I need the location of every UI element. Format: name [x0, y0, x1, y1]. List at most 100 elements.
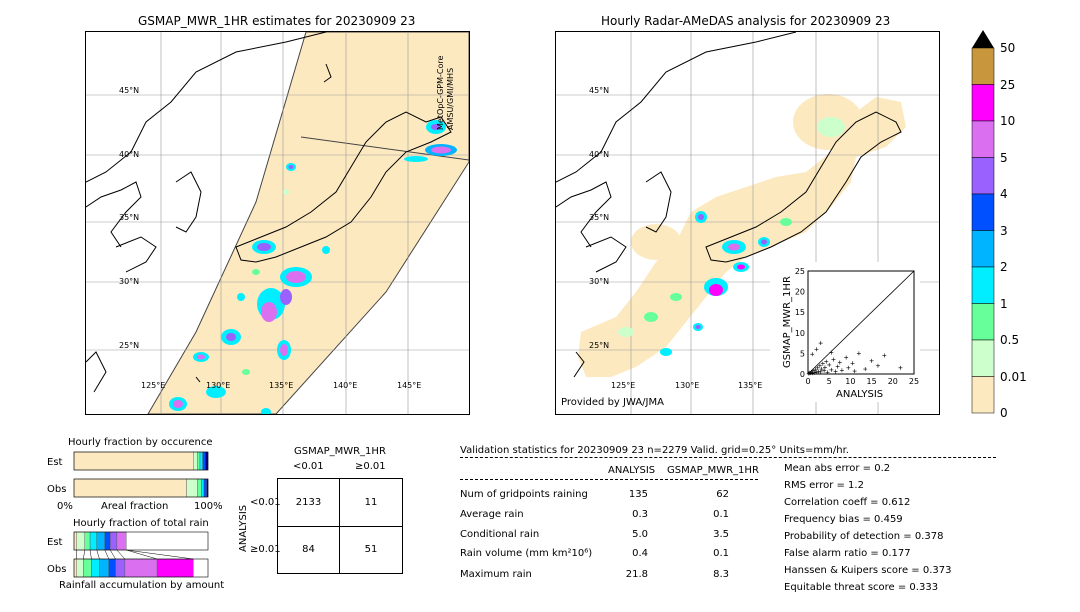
occurrence-bar-segment — [193, 451, 198, 471]
scatter-xtick: 20 — [888, 377, 898, 386]
total-rain-bar-segment — [83, 558, 92, 578]
left-lat-label-25: 25°N — [119, 341, 140, 350]
cont-col-lt: <0.01 — [293, 461, 324, 472]
total-rain-connector — [126, 549, 158, 560]
left-lon-label-140: 140°E — [333, 381, 358, 390]
scatter-point — [882, 353, 887, 358]
cont-cell-00: 2133 — [295, 497, 322, 508]
left-map — [86, 32, 469, 414]
scatter-point — [810, 352, 815, 357]
scatter-ytick: 5 — [800, 349, 805, 358]
right-lat-label-35: 35°N — [589, 213, 610, 222]
total-rain-bar-segment — [76, 531, 85, 551]
total-rain-bar-segment — [156, 558, 194, 578]
colorbar-extend-arrow — [972, 30, 994, 48]
val-row-gsmap: 3.5 — [713, 529, 729, 540]
colorbar-segment — [971, 339, 995, 377]
occurrence-bar-segment — [186, 478, 198, 498]
swath-label-2: AMSU/GMI/MHS — [446, 67, 455, 130]
colorbar-segment — [971, 84, 995, 122]
scatter-point — [812, 370, 817, 375]
colorbar-segment — [971, 157, 995, 195]
scatter-ytick: 20 — [795, 288, 805, 297]
right-lat-label-30: 30°N — [589, 277, 610, 286]
occurrence-bar-segment — [197, 478, 202, 498]
colorbar-segment — [971, 193, 995, 231]
val-row-analysis: 21.8 — [625, 569, 648, 580]
scatter-point — [863, 367, 868, 372]
total-rain-connector — [96, 549, 100, 560]
occurrence-bar-segment — [73, 478, 187, 498]
cont-cell-11: 51 — [364, 544, 378, 555]
left-lon-label-130: 130°E — [206, 381, 231, 390]
scatter-inset: 0 5 10 15 20 25 0 5 10 15 20 25 — [770, 262, 920, 402]
scatter-point — [829, 350, 834, 355]
scatter-point — [839, 368, 844, 373]
validation-header: Validation statistics for 20230909 23 n=… — [460, 445, 849, 456]
scatter-point — [814, 347, 819, 352]
colorbar-label: 25 — [1000, 77, 1016, 92]
total-rain-bar-segment — [84, 531, 91, 551]
colorbar-segment — [971, 120, 995, 158]
left-lat-label-30: 30°N — [119, 277, 140, 286]
left-map-title: GSMAP_MWR_1HR estimates for 20230909 23 — [138, 14, 416, 28]
left-lon-label-125: 125°E — [141, 381, 166, 390]
coast-mainland — [86, 32, 327, 183]
colorbar-label: 10 — [1000, 114, 1016, 128]
occurrence-title: Hourly fraction by occurence — [68, 437, 213, 448]
scatter-point — [811, 368, 816, 373]
scatter-point — [818, 341, 823, 346]
right-lat-label-40: 40°N — [589, 150, 610, 159]
total-rain-connector — [89, 549, 92, 560]
scatter-point — [813, 367, 818, 372]
val-row-gsmap: 8.3 — [713, 569, 729, 580]
scatter-point — [846, 365, 851, 370]
score-corr: Correlation coeff = 0.612 — [784, 497, 911, 508]
colorbar-graphic — [971, 30, 995, 414]
scatter-ytick: 10 — [795, 329, 805, 338]
val-row-analysis: 135 — [628, 489, 648, 500]
total-rain-bar-segment — [124, 558, 158, 578]
score-far: False alarm ratio = 0.177 — [784, 548, 911, 559]
colorbar-label: 3 — [1000, 223, 1008, 238]
right-lon-label-125: 125°E — [611, 381, 636, 390]
occurrence-bar-segment — [73, 451, 194, 471]
score-freq-bias: Frequency bias = 0.459 — [784, 514, 903, 525]
val-col-analysis: ANALYSIS — [608, 465, 656, 476]
cont-row-title: ANALYSIS — [238, 504, 249, 552]
rain-blobs-right — [618, 117, 845, 356]
val-col-gsmap: GSMAP_MWR_1HR — [667, 465, 759, 476]
total-rain-connector — [109, 549, 116, 560]
total-rain-bar-segment — [109, 531, 118, 551]
scatter-point — [831, 357, 836, 362]
total-rain-bar-segment — [99, 558, 110, 578]
scatter-xtick: 0 — [805, 377, 810, 386]
scatter-point — [829, 367, 834, 372]
total-rain-bar-outline — [73, 558, 209, 578]
occurrence-bar-segment — [197, 451, 201, 471]
val-row-gsmap: 0.1 — [713, 509, 729, 520]
score-ets: Equitable threat score = 0.333 — [784, 582, 939, 593]
colorbar-segment — [971, 266, 995, 304]
scatter-point — [875, 363, 880, 368]
right-lon-label-135: 135°E — [738, 381, 763, 390]
occ-obs-label: Obs — [47, 484, 67, 495]
scatter-xlabel: ANALYSIS — [836, 389, 884, 400]
coast-korea — [175, 171, 202, 233]
total-rain-bars — [73, 531, 209, 578]
colorbar-label: 0.5 — [1000, 333, 1020, 347]
total-rain-connector — [126, 549, 194, 560]
scatter-point — [816, 369, 821, 374]
satellite-swath — [147, 32, 469, 414]
occurrence-bar-outline — [73, 451, 209, 471]
val-row-analysis: 0.3 — [632, 509, 648, 520]
rain-blobs-left — [169, 120, 457, 414]
scatter-point — [822, 365, 827, 370]
scatter-point — [856, 351, 861, 356]
total-rain-bar-segment — [73, 558, 77, 578]
val-row-label: Num of gridpoints raining — [460, 489, 588, 500]
swath-label-1: MetOpC-GPM-Core — [436, 55, 445, 130]
occ-est-label: Est — [47, 457, 63, 468]
scatter-point — [852, 369, 857, 374]
total-rain-bar-segment — [89, 531, 97, 551]
